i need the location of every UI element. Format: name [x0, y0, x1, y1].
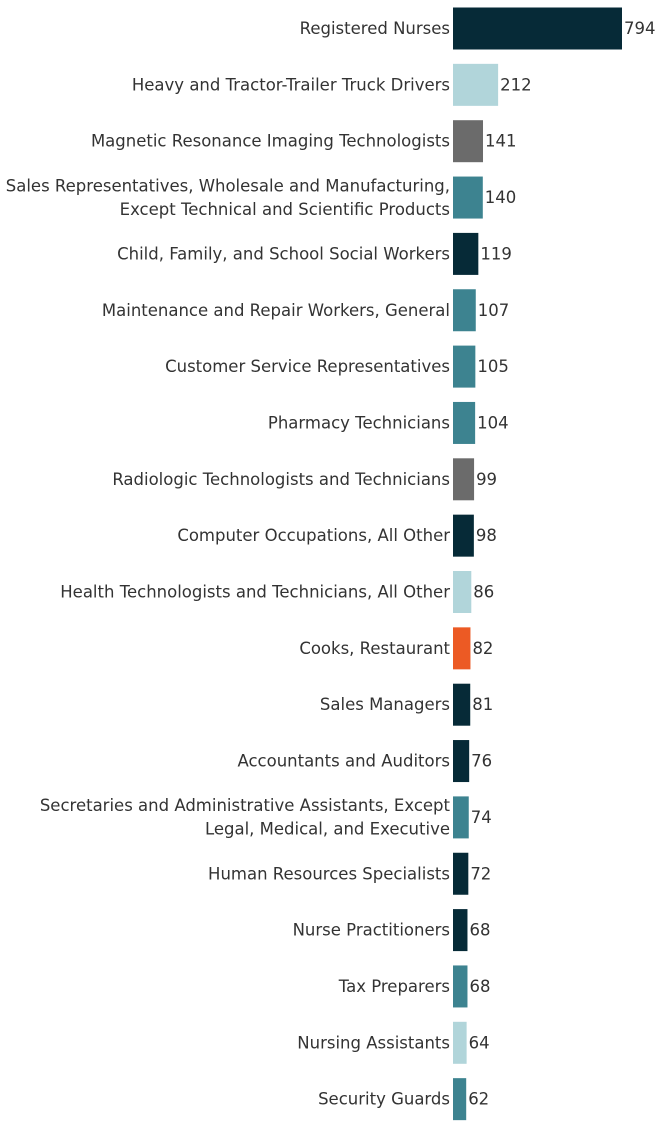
value-label: 86 — [473, 583, 494, 602]
category-label-line: Child, Family, and School Social Workers — [117, 244, 450, 263]
category-label: Radiologic Technologists and Technicians — [112, 470, 450, 489]
bar — [453, 627, 471, 670]
category-label-line: Nurse Practitioners — [293, 921, 450, 940]
category-label-line: Health Technologists and Technicians, Al… — [60, 583, 450, 602]
category-label-line: Registered Nurses — [300, 19, 450, 38]
category-label: Nurse Practitioners — [293, 921, 450, 940]
bar — [453, 514, 474, 557]
category-label: Magnetic Resonance Imaging Technologists — [91, 132, 450, 151]
bar — [453, 401, 476, 444]
bar — [453, 458, 475, 501]
category-label: Cooks, Restaurant — [299, 639, 450, 658]
bar — [453, 120, 484, 163]
bar — [453, 909, 468, 952]
category-label: Health Technologists and Technicians, Al… — [60, 583, 450, 602]
value-label: 794 — [624, 19, 656, 38]
value-label: 105 — [477, 357, 509, 376]
category-label-line: Pharmacy Technicians — [268, 413, 450, 432]
bar — [453, 345, 476, 388]
bar — [453, 683, 471, 726]
category-label-line: Cooks, Restaurant — [299, 639, 450, 658]
category-label-line: Customer Service Representatives — [165, 357, 450, 376]
value-label: 68 — [469, 977, 490, 996]
category-label: Customer Service Representatives — [165, 357, 450, 376]
bar — [453, 965, 468, 1008]
category-label-line: Secretaries and Administrative Assistant… — [40, 796, 451, 815]
category-label-line: Radiologic Technologists and Technicians — [112, 470, 450, 489]
category-label: Registered Nurses — [300, 19, 450, 38]
value-label: 81 — [472, 695, 493, 714]
category-label: Sales Representatives, Wholesale and Man… — [6, 176, 450, 219]
category-label: Human Resources Specialists — [208, 864, 450, 883]
category-label-line: Accountants and Auditors — [237, 752, 450, 771]
value-labels-layer: 794 212 141 140 119 107 105 104 99 98 86 82 81 76 74 72… — [468, 19, 655, 1109]
category-label-line: Tax Preparers — [338, 977, 450, 996]
value-label: 140 — [485, 188, 517, 207]
value-label: 99 — [476, 470, 497, 489]
value-label: 104 — [477, 413, 509, 432]
bars-layer — [453, 7, 622, 1121]
category-label-line: Security Guards — [318, 1090, 450, 1109]
category-label: Sales Managers — [320, 695, 450, 714]
category-label: Security Guards — [318, 1090, 450, 1109]
bar — [453, 232, 479, 275]
category-label-line: Magnetic Resonance Imaging Technologists — [91, 132, 450, 151]
bar — [453, 1021, 467, 1064]
category-label: Heavy and Tractor-Trailer Truck Drivers — [132, 75, 450, 94]
category-label-line: Except Technical and Scientific Products — [120, 200, 450, 219]
bar — [453, 7, 622, 50]
value-label: 68 — [469, 921, 490, 940]
category-label-line: Heavy and Tractor-Trailer Truck Drivers — [132, 75, 450, 94]
category-label: Accountants and Auditors — [237, 752, 450, 771]
bar — [453, 740, 470, 783]
bar — [453, 176, 483, 219]
value-label: 119 — [480, 244, 512, 263]
category-label: Tax Preparers — [338, 977, 450, 996]
category-labels-layer: Registered Nurses Heavy and Tractor-Trail… — [6, 19, 451, 1109]
category-label-line: Maintenance and Repair Workers, General — [102, 301, 450, 320]
value-label: 76 — [471, 752, 492, 771]
category-label-line: Sales Managers — [320, 695, 450, 714]
bar — [453, 63, 499, 106]
bar — [453, 852, 469, 895]
category-label: Child, Family, and School Social Workers — [117, 244, 450, 263]
value-label: 141 — [485, 132, 517, 151]
value-label: 82 — [472, 639, 493, 658]
value-label: 72 — [470, 864, 491, 883]
bar — [453, 571, 472, 613]
value-label: 107 — [478, 301, 510, 320]
value-label: 64 — [469, 1033, 490, 1052]
category-label-line: Human Resources Specialists — [208, 864, 450, 883]
value-label: 62 — [468, 1090, 489, 1109]
bar — [453, 1078, 467, 1121]
category-label-line: Legal, Medical, and Executive — [205, 820, 450, 839]
category-label-line: Nursing Assistants — [297, 1033, 450, 1052]
value-label: 212 — [500, 75, 532, 94]
bar — [453, 289, 476, 332]
value-label: 98 — [476, 526, 497, 545]
category-label: Nursing Assistants — [297, 1033, 450, 1052]
category-label: Maintenance and Repair Workers, General — [102, 301, 450, 320]
category-label-line: Sales Representatives, Wholesale and Man… — [6, 176, 450, 195]
category-label-line: Computer Occupations, All Other — [177, 526, 450, 545]
bar — [453, 796, 469, 839]
category-label: Pharmacy Technicians — [268, 413, 450, 432]
category-label: Secretaries and Administrative Assistant… — [40, 796, 451, 839]
value-label: 74 — [471, 808, 492, 827]
category-label: Computer Occupations, All Other — [177, 526, 450, 545]
